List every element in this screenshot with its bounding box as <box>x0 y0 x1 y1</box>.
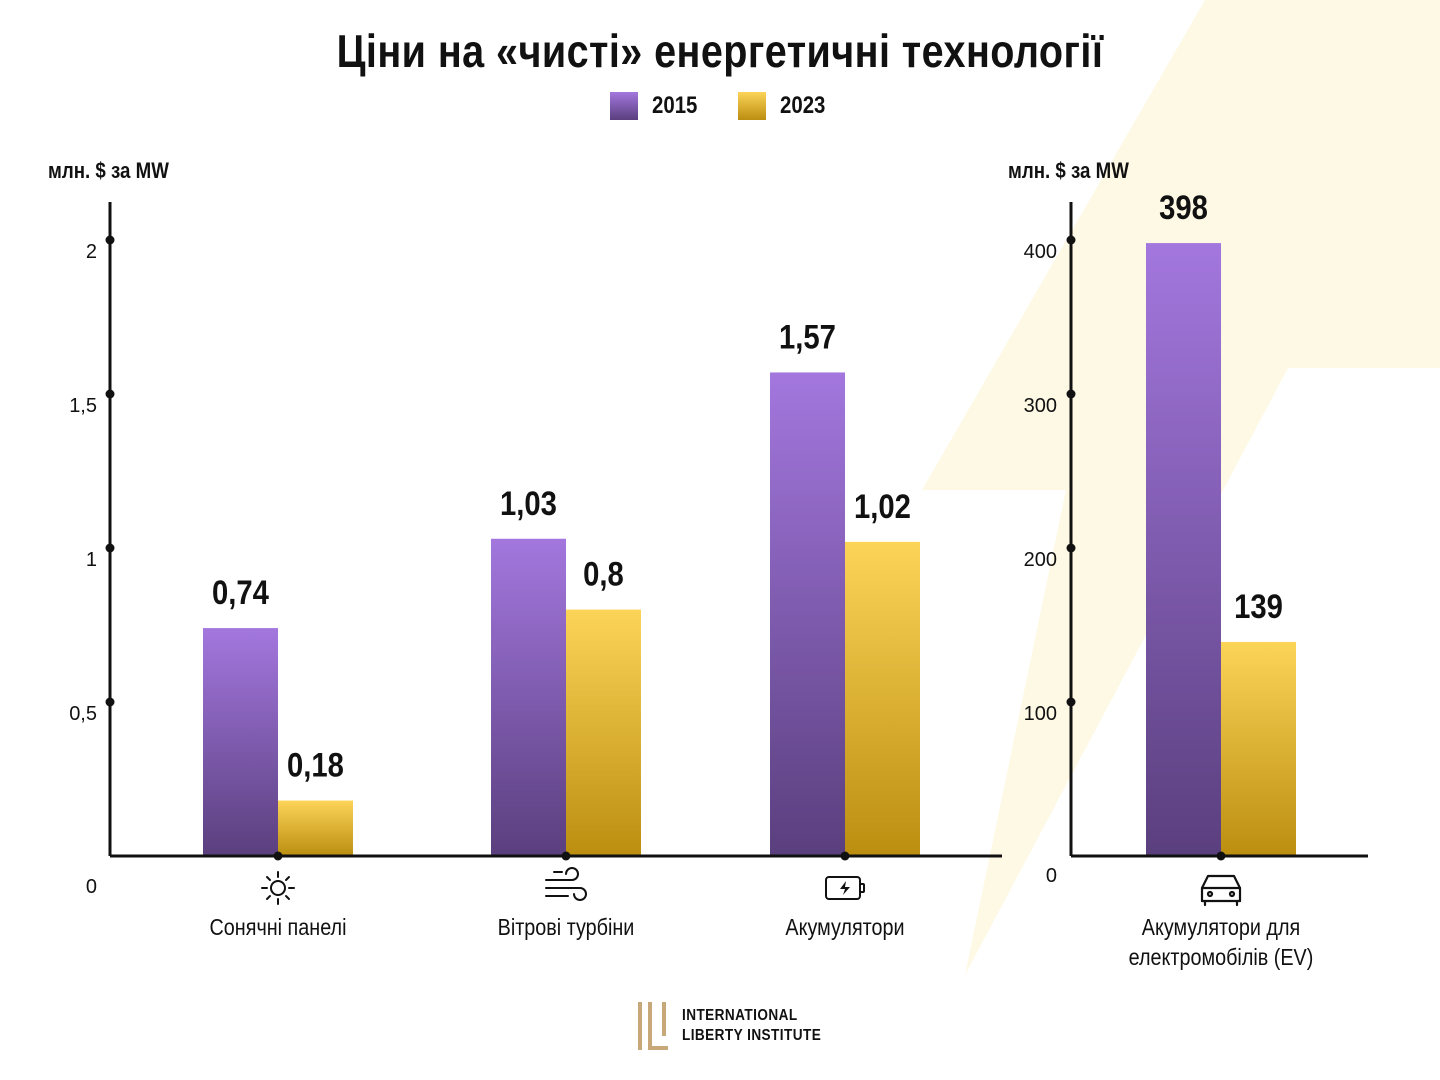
logo-line-2: Liberty Institute <box>682 1027 822 1044</box>
data-label-2023-0: 139 <box>1234 587 1283 626</box>
y-tick-dot-3 <box>1066 389 1076 399</box>
y-tick-label-0: 0 <box>86 876 97 898</box>
data-label-2015-1: 1,03 <box>500 484 557 523</box>
bar-2015-1 <box>491 538 566 856</box>
y-tick-label-4: 400 <box>1024 241 1057 263</box>
x-category-dot-0 <box>1216 851 1226 861</box>
y-axis-unit-left: млн. $ за MW <box>48 158 169 183</box>
category-label-ev-batteries: Акумулятори для електромобілів (EV) <box>1128 914 1314 970</box>
logo-mark <box>638 1002 668 1050</box>
chart-title: Ціни на «чисті» енергетичні технології <box>336 25 1104 77</box>
y-tick-label-4: 2 <box>86 241 97 263</box>
y-tick-label-3: 300 <box>1024 395 1057 417</box>
y-tick-dot-1 <box>1066 697 1076 707</box>
bar-2015-0 <box>203 628 278 856</box>
y-tick-label-2: 1 <box>86 549 97 571</box>
y-tick-dot-4 <box>1066 235 1076 245</box>
y-tick-dot-2 <box>105 543 115 553</box>
data-label-2023-2: 1,02 <box>854 487 911 526</box>
y-tick-label-0: 0 <box>1046 865 1057 887</box>
legend-item-2023: 2023 <box>738 92 833 120</box>
y-tick-label-2: 200 <box>1024 549 1057 571</box>
y-tick-dot-3 <box>105 389 115 399</box>
bar-2023-1 <box>566 609 641 856</box>
legend-swatch-2023 <box>738 92 766 120</box>
legend-label-2023: 2023 <box>780 92 826 119</box>
y-tick-label-1: 100 <box>1024 703 1057 725</box>
bar-2015-0 <box>1146 243 1221 856</box>
data-label-2023-1: 0,8 <box>583 555 624 594</box>
sun-icon <box>261 871 295 905</box>
bar-2023-2 <box>845 541 920 856</box>
data-label-2015-2: 1,57 <box>779 317 836 356</box>
legend-item-2015: 2015 <box>610 92 705 120</box>
x-category-dot-0 <box>273 851 283 861</box>
data-label-2015-0: 398 <box>1159 188 1208 227</box>
x-category-dot-1 <box>561 851 571 861</box>
data-label-2015-0: 0,74 <box>212 573 269 612</box>
bar-2023-0 <box>1221 641 1296 856</box>
bar-2023-0 <box>278 800 353 856</box>
chart-left: 0,74 1,03 1,57 0,18 0,8 1,02 0 0,5 1 1,5 2 <box>69 202 1002 898</box>
y-tick-dot-4 <box>105 235 115 245</box>
battery-icon <box>825 876 865 900</box>
legend-label-2015: 2015 <box>652 92 698 119</box>
category-label-batteries: Акумулятори <box>785 914 905 940</box>
wind-icon <box>545 867 587 901</box>
y-tick-dot-1 <box>105 697 115 707</box>
y-tick-label-3: 1,5 <box>69 395 97 417</box>
y-tick-label-1: 0,5 <box>69 703 97 725</box>
data-label-2023-0: 0,18 <box>287 745 344 784</box>
logo: International Liberty Institute <box>636 1000 846 1052</box>
y-tick-dot-2 <box>1066 543 1076 553</box>
logo-line-1: International <box>682 1007 798 1024</box>
car-icon <box>1200 874 1242 907</box>
bar-2015-2 <box>770 372 845 856</box>
legend-swatch-2015 <box>610 92 638 120</box>
chart-right: 398 139 0 100 200 300 400 <box>1024 188 1368 887</box>
x-category-dot-2 <box>840 851 850 861</box>
category-label-solar: Сонячні панелі <box>209 914 347 940</box>
y-axis-unit-right: млн. $ за MW <box>1008 158 1129 183</box>
legend: 2015 2023 <box>0 92 1440 122</box>
logo-text: International Liberty Institute <box>682 1006 821 1046</box>
category-label-wind: Вітрові турбіни <box>497 914 635 940</box>
